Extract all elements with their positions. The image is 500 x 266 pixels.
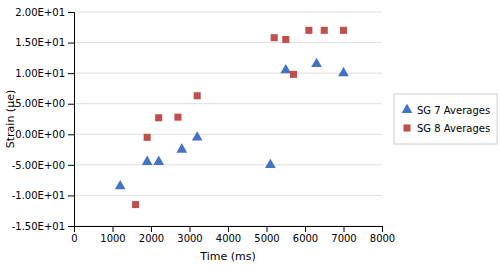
tick-label: 2000 [139, 233, 164, 244]
point [282, 36, 289, 43]
tick-mark [267, 226, 268, 232]
point [144, 134, 151, 141]
legend-label: SG 7 Averages [417, 105, 490, 116]
legend-box [394, 94, 497, 144]
grid-line [74, 103, 382, 104]
tick-label: 0 [71, 233, 77, 244]
axis-line [68, 13, 75, 227]
grid-line [74, 134, 382, 135]
tick: 2000 [139, 226, 164, 244]
series [115, 58, 349, 190]
grid-line [74, 195, 382, 196]
tick-mark [68, 226, 74, 227]
tick-mark [68, 165, 74, 166]
point [176, 143, 187, 152]
point [265, 159, 276, 168]
grid-line [74, 12, 382, 13]
point [280, 64, 291, 73]
tick-mark [190, 226, 191, 232]
point [194, 92, 201, 99]
y-axis-title: Strain (μe) [4, 90, 17, 148]
tick: 7000 [331, 226, 356, 244]
legend-swatch [402, 104, 413, 113]
legend: SG 7 Averages SG 8 Averages [394, 94, 497, 144]
grid [74, 12, 382, 226]
tick-mark [68, 134, 74, 135]
tick-label: 8000 [370, 233, 395, 244]
point [174, 114, 181, 121]
point [340, 27, 347, 34]
x-axis-title: Time (ms) [199, 250, 255, 263]
tick-label: 7000 [331, 233, 356, 244]
point [338, 67, 349, 76]
point [153, 156, 164, 165]
point [305, 27, 312, 34]
tick-label: 6000 [293, 233, 318, 244]
legend-label: SG 8 Averages [417, 123, 490, 134]
tick-label: 0.00E+00 [15, 129, 65, 140]
tick-label: 2.00E+01 [15, 7, 65, 18]
tick-mark [382, 226, 383, 232]
tick: 0 [71, 226, 77, 244]
x-axis: 0 1000 2000 3000 4000 5000 6000 7000 8000 [71, 226, 395, 244]
tick: 1.00E+01 [15, 68, 74, 79]
tick: 5000 [254, 226, 279, 244]
point [142, 156, 153, 165]
point [132, 201, 139, 208]
tick-label: 3000 [177, 233, 202, 244]
point [192, 131, 203, 140]
marks [115, 27, 349, 208]
point [155, 114, 162, 121]
tick: -5.00E+00 [12, 160, 74, 171]
tick: 1000 [100, 226, 125, 244]
tick-mark [68, 195, 74, 196]
tick: -1.50E+01 [12, 221, 74, 232]
tick: 1.50E+01 [15, 37, 74, 48]
tick: 8000 [370, 226, 395, 244]
tick-label: -1.00E+01 [12, 190, 65, 201]
tick-mark [151, 226, 152, 232]
legend-swatch [403, 124, 410, 131]
point [290, 71, 297, 78]
point [311, 58, 322, 67]
tick-mark [344, 226, 345, 232]
point [321, 27, 328, 34]
axis-line [75, 227, 383, 233]
tick-label: 1000 [100, 233, 125, 244]
point [271, 34, 278, 41]
tick: 5.00E+00 [15, 98, 74, 109]
tick-label: 5.00E+00 [15, 98, 65, 109]
y-axis: -1.50E+01 -1.00E+01 -5.00E+00 0.00E+00 5.00E… [12, 7, 75, 232]
series [132, 27, 347, 208]
tick-mark [113, 226, 114, 232]
chart: 0 1000 2000 3000 4000 5000 6000 7000 8000 -1.50E+… [0, 0, 500, 266]
tick-mark [228, 226, 229, 232]
tick-mark [68, 12, 74, 13]
tick-label: 5000 [254, 233, 279, 244]
grid-line [74, 164, 382, 165]
tick-mark [68, 73, 74, 74]
tick-mark [68, 43, 74, 44]
tick: 6000 [293, 226, 318, 244]
tick-label: 1.50E+01 [15, 37, 65, 48]
tick-label: -1.50E+01 [12, 221, 65, 232]
tick: 2.00E+01 [15, 7, 74, 18]
chart-container: 0 1000 2000 3000 4000 5000 6000 7000 8000 -1.50E+… [0, 0, 500, 266]
tick: 4000 [216, 226, 241, 244]
tick: -1.00E+01 [12, 190, 74, 201]
tick-label: 4000 [216, 233, 241, 244]
point [115, 180, 126, 189]
tick-label: 1.00E+01 [15, 68, 65, 79]
grid-line [74, 73, 382, 74]
tick-mark [305, 226, 306, 232]
grid-line [74, 42, 382, 43]
tick: 3000 [177, 226, 202, 244]
tick-label: -5.00E+00 [12, 160, 65, 171]
tick: 0.00E+00 [15, 129, 74, 140]
plot: 0 1000 2000 3000 4000 5000 6000 7000 8000 -1.50E+… [12, 7, 396, 244]
tick-mark [68, 104, 74, 105]
